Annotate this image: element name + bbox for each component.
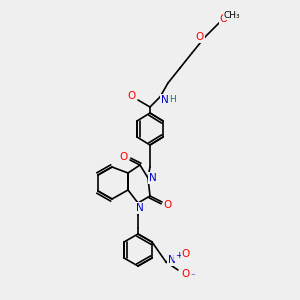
Text: O: O <box>182 249 190 259</box>
Text: O: O <box>128 91 136 101</box>
Text: CH₃: CH₃ <box>224 11 240 20</box>
Text: O: O <box>120 152 128 162</box>
Text: +: + <box>175 251 183 260</box>
Text: ⁻: ⁻ <box>190 272 195 281</box>
Text: O: O <box>182 269 190 279</box>
Text: H: H <box>169 95 176 104</box>
Text: O: O <box>164 200 172 210</box>
Text: O: O <box>220 14 228 24</box>
Text: N: N <box>168 255 176 265</box>
Text: N: N <box>161 95 169 105</box>
Text: O: O <box>196 32 204 42</box>
Text: N: N <box>149 173 157 183</box>
Text: N: N <box>136 203 144 213</box>
